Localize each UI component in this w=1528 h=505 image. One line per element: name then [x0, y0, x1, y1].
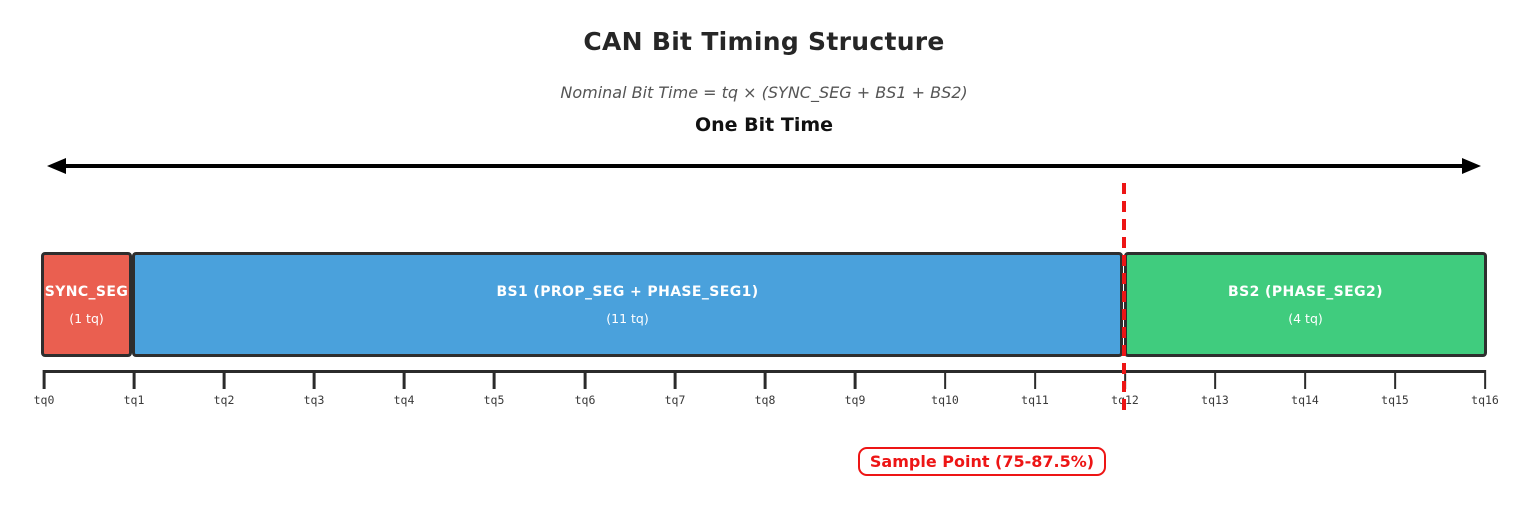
segment-bs2: BS2 (PHASE_SEG2) (4 tq) — [1124, 252, 1487, 357]
tick-mark — [132, 370, 136, 389]
sample-point-dashed-line — [1122, 183, 1126, 415]
tick-mark — [763, 370, 767, 389]
tick-label: tq0 — [33, 393, 55, 407]
tick-mark — [222, 370, 226, 389]
tick-label: tq8 — [754, 393, 776, 407]
axis-tick: tq7 — [664, 370, 686, 407]
axis-tick: tq3 — [303, 370, 325, 407]
tick-label: tq11 — [1021, 393, 1049, 407]
tick-mark — [492, 370, 496, 389]
one-bit-time-label: One Bit Time — [694, 114, 834, 136]
tick-label: tq16 — [1471, 393, 1499, 407]
axis-tick: tq4 — [393, 370, 415, 407]
segment-duration: (11 tq) — [606, 310, 649, 326]
segment-duration: (4 tq) — [1288, 310, 1323, 326]
arrow-left-head-icon — [47, 158, 66, 174]
tick-mark — [1033, 370, 1037, 389]
axis-tick: tq6 — [574, 370, 596, 407]
axis-tick: tq2 — [213, 370, 235, 407]
tick-label: tq1 — [123, 393, 145, 407]
bit-time-arrow-shaft — [58, 164, 1470, 168]
segment-duration: (1 tq) — [69, 310, 104, 326]
axis-tick: tq0 — [33, 370, 55, 407]
axis-tick: tq11 — [1021, 370, 1049, 407]
tick-label: tq15 — [1381, 393, 1409, 407]
axis-tick: tq15 — [1381, 370, 1409, 407]
tick-mark — [402, 370, 406, 389]
axis-tick: tq13 — [1201, 370, 1229, 407]
tick-label: tq5 — [483, 393, 505, 407]
tick-mark — [1303, 370, 1307, 389]
tick-label: tq14 — [1291, 393, 1319, 407]
axis-tick: tq16 — [1471, 370, 1499, 407]
tick-mark — [1483, 370, 1487, 389]
tick-label: tq2 — [213, 393, 235, 407]
tick-mark — [312, 370, 316, 389]
tick-mark — [1213, 370, 1217, 389]
axis-tick: tq5 — [483, 370, 505, 407]
tick-label: tq10 — [931, 393, 959, 407]
segment-name: BS1 (PROP_SEG + PHASE_SEG1) — [496, 283, 759, 300]
segment-sync-seg: SYNC_SEG (1 tq) — [41, 252, 132, 357]
arrow-right-head-icon — [1462, 158, 1481, 174]
tick-mark — [1393, 370, 1397, 389]
axis-tick: tq1 — [123, 370, 145, 407]
axis-tick: tq8 — [754, 370, 776, 407]
sample-point-label: Sample Point (75-87.5%) — [869, 452, 1095, 471]
tick-label: tq7 — [664, 393, 686, 407]
axis-tick: tq14 — [1291, 370, 1319, 407]
segment-name: BS2 (PHASE_SEG2) — [1228, 283, 1383, 300]
tick-label: tq6 — [574, 393, 596, 407]
segment-bs1: BS1 (PROP_SEG + PHASE_SEG1) (11 tq) — [132, 252, 1123, 357]
tick-mark — [583, 370, 587, 389]
tick-mark — [943, 370, 947, 389]
tick-label: tq4 — [393, 393, 415, 407]
axis-tick: tq10 — [931, 370, 959, 407]
page-title: CAN Bit Timing Structure — [583, 27, 945, 56]
tick-label: tq13 — [1201, 393, 1229, 407]
axis-tick: tq9 — [844, 370, 866, 407]
tick-label: tq9 — [844, 393, 866, 407]
segment-name: SYNC_SEG — [44, 283, 129, 300]
sample-point-label-box: Sample Point (75-87.5%) — [858, 447, 1106, 476]
tick-mark — [853, 370, 857, 389]
tick-mark — [42, 370, 46, 389]
tick-mark — [673, 370, 677, 389]
tick-label: tq3 — [303, 393, 325, 407]
formula-subtitle: Nominal Bit Time = tq × (SYNC_SEG + BS1 … — [560, 83, 968, 102]
